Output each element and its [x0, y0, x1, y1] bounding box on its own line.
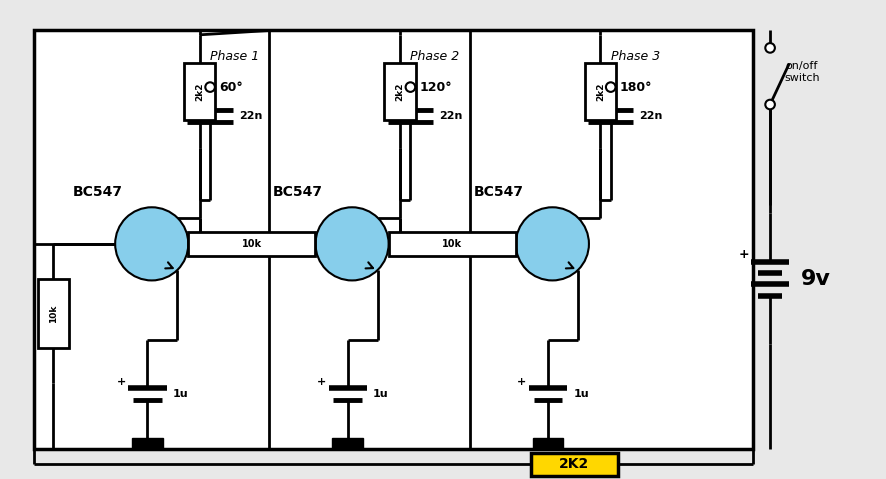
Text: 120°: 120° [419, 80, 451, 93]
Text: BC547: BC547 [73, 184, 122, 199]
Bar [188, 232, 315, 256]
Text: 1u: 1u [572, 389, 588, 399]
Circle shape [315, 207, 388, 280]
Text: 2K2: 2K2 [558, 457, 588, 471]
Text: +: + [738, 249, 749, 262]
Bar [35, 31, 752, 448]
Text: BC547: BC547 [273, 184, 323, 199]
Text: on/off
switch: on/off switch [784, 61, 820, 83]
Text: 180°: 180° [618, 80, 651, 93]
Bar [388, 232, 515, 256]
Text: 22n: 22n [238, 111, 262, 121]
Bar [584, 63, 615, 120]
Circle shape [515, 207, 588, 280]
Bar [384, 63, 416, 120]
Text: Phase 1: Phase 1 [210, 50, 259, 63]
Bar [132, 438, 162, 448]
Text: 22n: 22n [439, 111, 462, 121]
Circle shape [115, 207, 188, 280]
Text: 1u: 1u [173, 389, 188, 399]
Text: 22n: 22n [639, 111, 662, 121]
Bar [332, 438, 362, 448]
FancyBboxPatch shape [530, 453, 617, 476]
Text: 10k: 10k [242, 239, 261, 249]
Circle shape [405, 82, 415, 92]
Circle shape [765, 43, 774, 53]
Text: +: + [116, 376, 126, 387]
Text: 1u: 1u [372, 389, 388, 399]
Bar [183, 63, 215, 120]
Circle shape [605, 82, 615, 92]
Text: +: + [517, 376, 526, 387]
Bar [37, 279, 69, 348]
Text: 60°: 60° [219, 80, 242, 93]
Text: 9v: 9v [800, 269, 829, 289]
Text: 2k2: 2k2 [195, 82, 204, 101]
Text: +: + [316, 376, 326, 387]
Circle shape [205, 82, 214, 92]
Circle shape [765, 100, 774, 109]
Text: 2k2: 2k2 [395, 82, 404, 101]
Text: BC547: BC547 [473, 184, 523, 199]
Text: Phase 3: Phase 3 [610, 50, 659, 63]
Text: 2k2: 2k2 [595, 82, 604, 101]
Text: 10k: 10k [49, 304, 58, 323]
Bar [532, 438, 563, 448]
Text: Phase 2: Phase 2 [410, 50, 459, 63]
Text: 10k: 10k [441, 239, 462, 249]
